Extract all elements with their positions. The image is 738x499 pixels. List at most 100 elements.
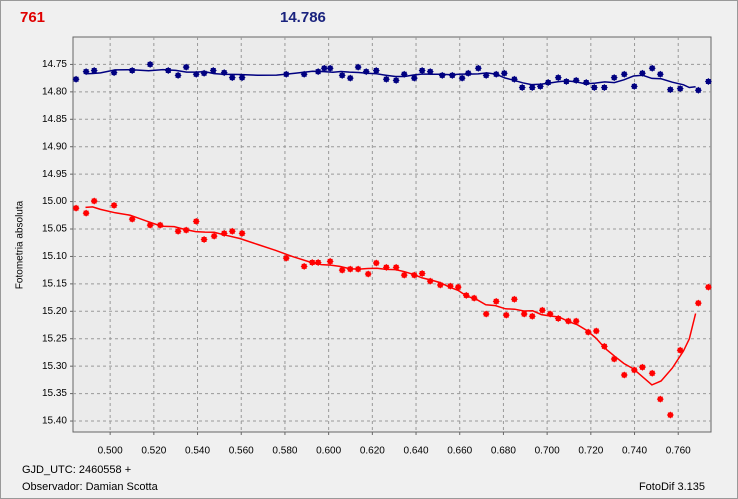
y-axis-label: Fotometria absoluta <box>15 200 26 289</box>
data-point <box>554 314 562 322</box>
data-point <box>174 71 182 79</box>
data-point <box>446 282 454 290</box>
data-point <box>300 70 308 78</box>
data-point <box>400 271 408 279</box>
x-tick-label: 0.600 <box>316 446 341 457</box>
data-point <box>90 197 98 205</box>
data-point <box>418 269 426 277</box>
chart-title: 761 <box>20 9 45 26</box>
data-point <box>362 68 370 76</box>
data-point <box>620 371 628 379</box>
x-tick-label: 0.520 <box>141 446 166 457</box>
data-point <box>220 69 228 77</box>
data-point <box>656 70 664 78</box>
data-point <box>210 232 218 240</box>
data-point <box>458 74 466 82</box>
data-point <box>110 69 118 77</box>
y-tick-label: 15.00 <box>42 196 67 207</box>
data-point <box>346 265 354 273</box>
data-point <box>392 263 400 271</box>
data-point <box>164 66 172 74</box>
data-point <box>382 263 390 271</box>
y-tick-label: 15.05 <box>42 224 67 235</box>
data-point <box>209 66 217 74</box>
data-point <box>200 69 208 77</box>
data-point <box>90 66 98 74</box>
data-point <box>492 297 500 305</box>
data-point <box>630 82 638 90</box>
data-point <box>392 76 400 84</box>
data-point <box>582 79 590 87</box>
data-point <box>128 66 136 74</box>
data-point <box>464 69 472 77</box>
data-point <box>518 83 526 91</box>
y-tick-label: 15.35 <box>42 388 67 399</box>
x-tick-label: 0.640 <box>404 446 429 457</box>
x-tick-label: 0.620 <box>360 446 385 457</box>
data-point <box>546 310 554 318</box>
data-point <box>638 363 646 371</box>
data-point <box>676 85 684 93</box>
data-point <box>666 86 674 94</box>
data-point <box>238 74 246 82</box>
data-point <box>536 82 544 90</box>
data-point <box>600 83 608 91</box>
data-point <box>562 77 570 85</box>
y-tick-label: 14.75 <box>42 59 67 70</box>
data-point <box>564 317 572 325</box>
data-point <box>228 74 236 82</box>
y-tick-label: 15.25 <box>42 333 67 344</box>
data-point <box>638 69 646 77</box>
data-point <box>72 75 80 83</box>
x-tick-label: 0.720 <box>578 446 603 457</box>
data-point <box>482 71 490 79</box>
y-tick-label: 14.95 <box>42 169 67 180</box>
y-tick-label: 14.90 <box>42 141 67 152</box>
data-point <box>364 270 372 278</box>
data-point <box>82 68 90 76</box>
footer-observer: Observador: Damian Scotta <box>22 481 159 493</box>
data-point <box>182 63 190 71</box>
data-point <box>128 215 136 223</box>
data-point <box>502 311 510 319</box>
data-point <box>454 283 462 291</box>
data-point <box>590 83 598 91</box>
data-point <box>220 229 228 237</box>
x-tick-label: 0.740 <box>622 446 647 457</box>
data-point <box>470 294 478 302</box>
data-point <box>520 310 528 318</box>
data-point <box>648 64 656 72</box>
footer-date: GJD_UTC: 2460558 + <box>22 464 131 476</box>
data-point <box>482 310 490 318</box>
data-point <box>500 69 508 77</box>
data-point <box>338 71 346 79</box>
footer-version: FotoDif 3.135 <box>639 481 705 493</box>
data-point <box>400 70 408 78</box>
x-tick-label: 0.560 <box>229 446 254 457</box>
data-point <box>314 258 322 266</box>
data-point <box>372 259 380 267</box>
data-point <box>192 217 200 225</box>
data-point <box>474 64 482 72</box>
y-tick-label: 14.80 <box>42 87 67 98</box>
x-tick-label: 0.500 <box>98 446 123 457</box>
data-point <box>146 60 154 68</box>
data-point <box>694 299 702 307</box>
data-point <box>438 71 446 79</box>
data-point <box>338 266 346 274</box>
chart-subtitle: 14.786 <box>280 9 326 26</box>
data-point <box>630 366 638 374</box>
y-tick-label: 15.10 <box>42 251 67 262</box>
data-point <box>600 342 608 350</box>
data-point <box>314 68 322 76</box>
data-point <box>572 76 580 84</box>
data-point <box>200 235 208 243</box>
data-point <box>410 271 418 279</box>
data-point <box>584 328 592 336</box>
data-point <box>382 75 390 83</box>
x-tick-label: 0.660 <box>447 446 472 457</box>
x-tick-label: 0.540 <box>185 446 210 457</box>
data-point <box>694 86 702 94</box>
y-tick-label: 15.20 <box>42 306 67 317</box>
y-tick-label: 14.85 <box>42 114 67 125</box>
